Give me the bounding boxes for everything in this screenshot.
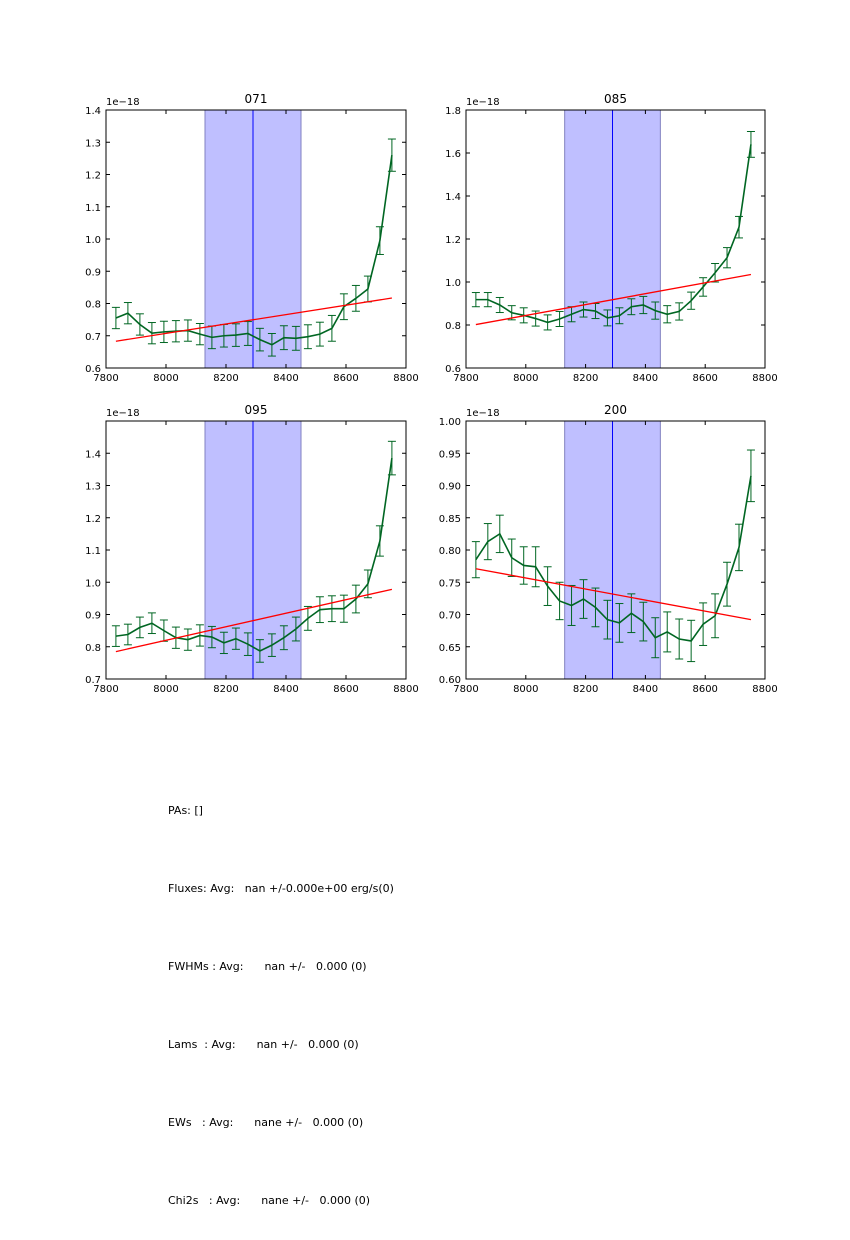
x-tick-label: 8400 (633, 373, 658, 384)
y-tick-label: 1.0 (85, 578, 101, 589)
y-offset-label: 1e−18 (106, 97, 140, 108)
plot-area (112, 421, 396, 679)
y-tick-label: 0.8 (85, 643, 101, 654)
y-tick-label: 1.3 (85, 482, 101, 493)
chart-title: 200 (604, 403, 627, 417)
y-tick-label: 0.70 (439, 611, 461, 622)
x-tick-label: 8000 (513, 684, 538, 695)
y-tick-label: 0.75 (439, 578, 461, 589)
x-tick-label: 8400 (633, 684, 658, 695)
y-tick-label: 1.2 (445, 235, 461, 246)
x-tick-label: 8800 (752, 684, 777, 695)
y-tick-label: 1.00 (439, 417, 461, 428)
y-tick-label: 1.8 (445, 106, 461, 117)
x-tick-label: 8800 (393, 373, 418, 384)
y-tick-label: 0.6 (445, 364, 461, 375)
y-tick-label: 0.95 (439, 449, 461, 460)
plot-area (472, 421, 755, 679)
y-tick-label: 0.9 (85, 267, 101, 278)
y-tick-label: 1.4 (445, 192, 461, 203)
y-tick-label: 1.6 (445, 149, 461, 160)
stats-lams: Lams : Avg: nan +/- 0.000 (0) (168, 1032, 394, 1058)
y-tick-label: 0.7 (85, 332, 101, 343)
stats-ews: EWs : Avg: nane +/- 0.000 (0) (168, 1110, 394, 1136)
chart-title: 085 (604, 92, 627, 106)
chart-title: 095 (245, 403, 268, 417)
x-tick-label: 8200 (573, 684, 598, 695)
x-tick-label: 8400 (273, 684, 298, 695)
x-tick-label: 8000 (153, 373, 178, 384)
y-tick-label: 0.60 (439, 675, 461, 686)
y-tick-label: 1.1 (85, 203, 101, 214)
y-tick-label: 0.7 (85, 675, 101, 686)
x-tick-label: 8800 (752, 373, 777, 384)
plot-area (472, 110, 755, 368)
y-tick-label: 1.4 (85, 106, 101, 117)
y-tick-label: 0.65 (439, 643, 461, 654)
stats-fwhms: FWHMs : Avg: nan +/- 0.000 (0) (168, 954, 394, 980)
y-tick-label: 0.6 (85, 364, 101, 375)
y-tick-label: 0.85 (439, 514, 461, 525)
x-tick-label: 8400 (273, 373, 298, 384)
y-tick-label: 1.2 (85, 171, 101, 182)
x-tick-label: 8200 (213, 373, 238, 384)
x-tick-label: 8600 (333, 684, 358, 695)
x-tick-label: 8600 (692, 373, 717, 384)
y-tick-label: 1.4 (85, 449, 101, 460)
plot-area (112, 110, 396, 368)
y-tick-label: 0.8 (445, 321, 461, 332)
stats-summary: PAs: [] Fluxes: Avg: nan +/-0.000e+00 er… (168, 746, 394, 1240)
chart-title: 071 (245, 92, 268, 106)
x-tick-label: 8200 (213, 684, 238, 695)
stats-chi2s: Chi2s : Avg: nane +/- 0.000 (0) (168, 1188, 394, 1214)
x-tick-label: 8200 (573, 373, 598, 384)
y-tick-label: 0.80 (439, 546, 461, 557)
y-tick-label: 1.3 (85, 138, 101, 149)
y-tick-label: 0.8 (85, 300, 101, 311)
x-tick-label: 8000 (153, 684, 178, 695)
x-tick-label: 8600 (692, 684, 717, 695)
y-tick-label: 0.90 (439, 482, 461, 493)
y-tick-label: 1.0 (85, 235, 101, 246)
y-offset-label: 1e−18 (106, 408, 140, 419)
x-tick-label: 8800 (393, 684, 418, 695)
y-offset-label: 1e−18 (466, 97, 500, 108)
y-tick-label: 0.9 (85, 611, 101, 622)
y-tick-label: 1.1 (85, 546, 101, 557)
stats-fluxes: Fluxes: Avg: nan +/-0.000e+00 erg/s(0) (168, 876, 394, 902)
y-tick-label: 1.2 (85, 514, 101, 525)
x-tick-label: 8000 (513, 373, 538, 384)
y-tick-label: 1.0 (445, 278, 461, 289)
x-tick-label: 8600 (333, 373, 358, 384)
y-offset-label: 1e−18 (466, 408, 500, 419)
stats-pas: PAs: [] (168, 798, 394, 824)
